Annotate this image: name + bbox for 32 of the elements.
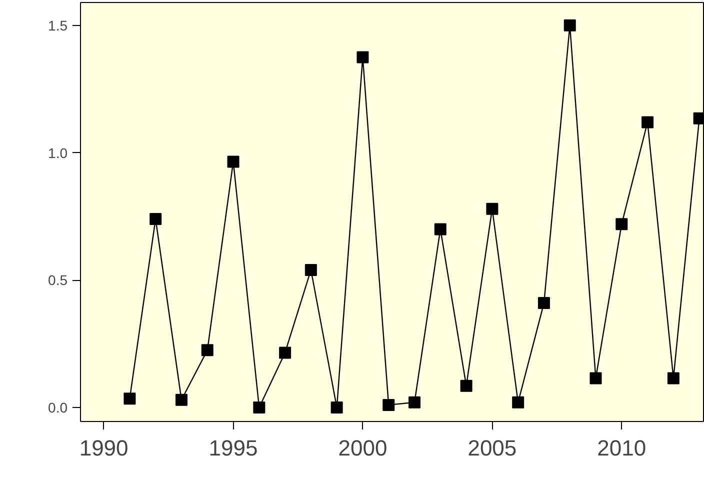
x-tick-label: 2000 (338, 436, 388, 460)
y-tick-label: 1.0 (48, 144, 68, 161)
point (150, 213, 162, 226)
point (460, 380, 472, 392)
x-tick-label: 2005 (468, 436, 517, 460)
point (486, 202, 498, 215)
point (642, 116, 654, 128)
point (693, 112, 704, 124)
point (201, 344, 214, 356)
point (330, 401, 343, 414)
point (616, 218, 628, 230)
x-tick-label: 2010 (597, 436, 646, 460)
point (304, 264, 317, 276)
x-tick-label: 1990 (79, 436, 128, 460)
x-tick-label: 1995 (208, 436, 258, 460)
point (175, 394, 188, 406)
y-tick-label: 1.5 (48, 17, 68, 34)
point (564, 19, 576, 32)
point (124, 392, 136, 405)
point (279, 346, 292, 359)
point (356, 51, 369, 64)
point (590, 372, 602, 384)
point (382, 398, 395, 411)
point (253, 401, 266, 414)
point (227, 156, 240, 168)
point (512, 396, 524, 408)
point (538, 297, 550, 310)
point (434, 223, 446, 236)
point (667, 372, 680, 384)
y-tick-label: 0.0 (48, 399, 68, 416)
point (408, 396, 421, 408)
y-tick-label: 0.5 (48, 272, 68, 288)
